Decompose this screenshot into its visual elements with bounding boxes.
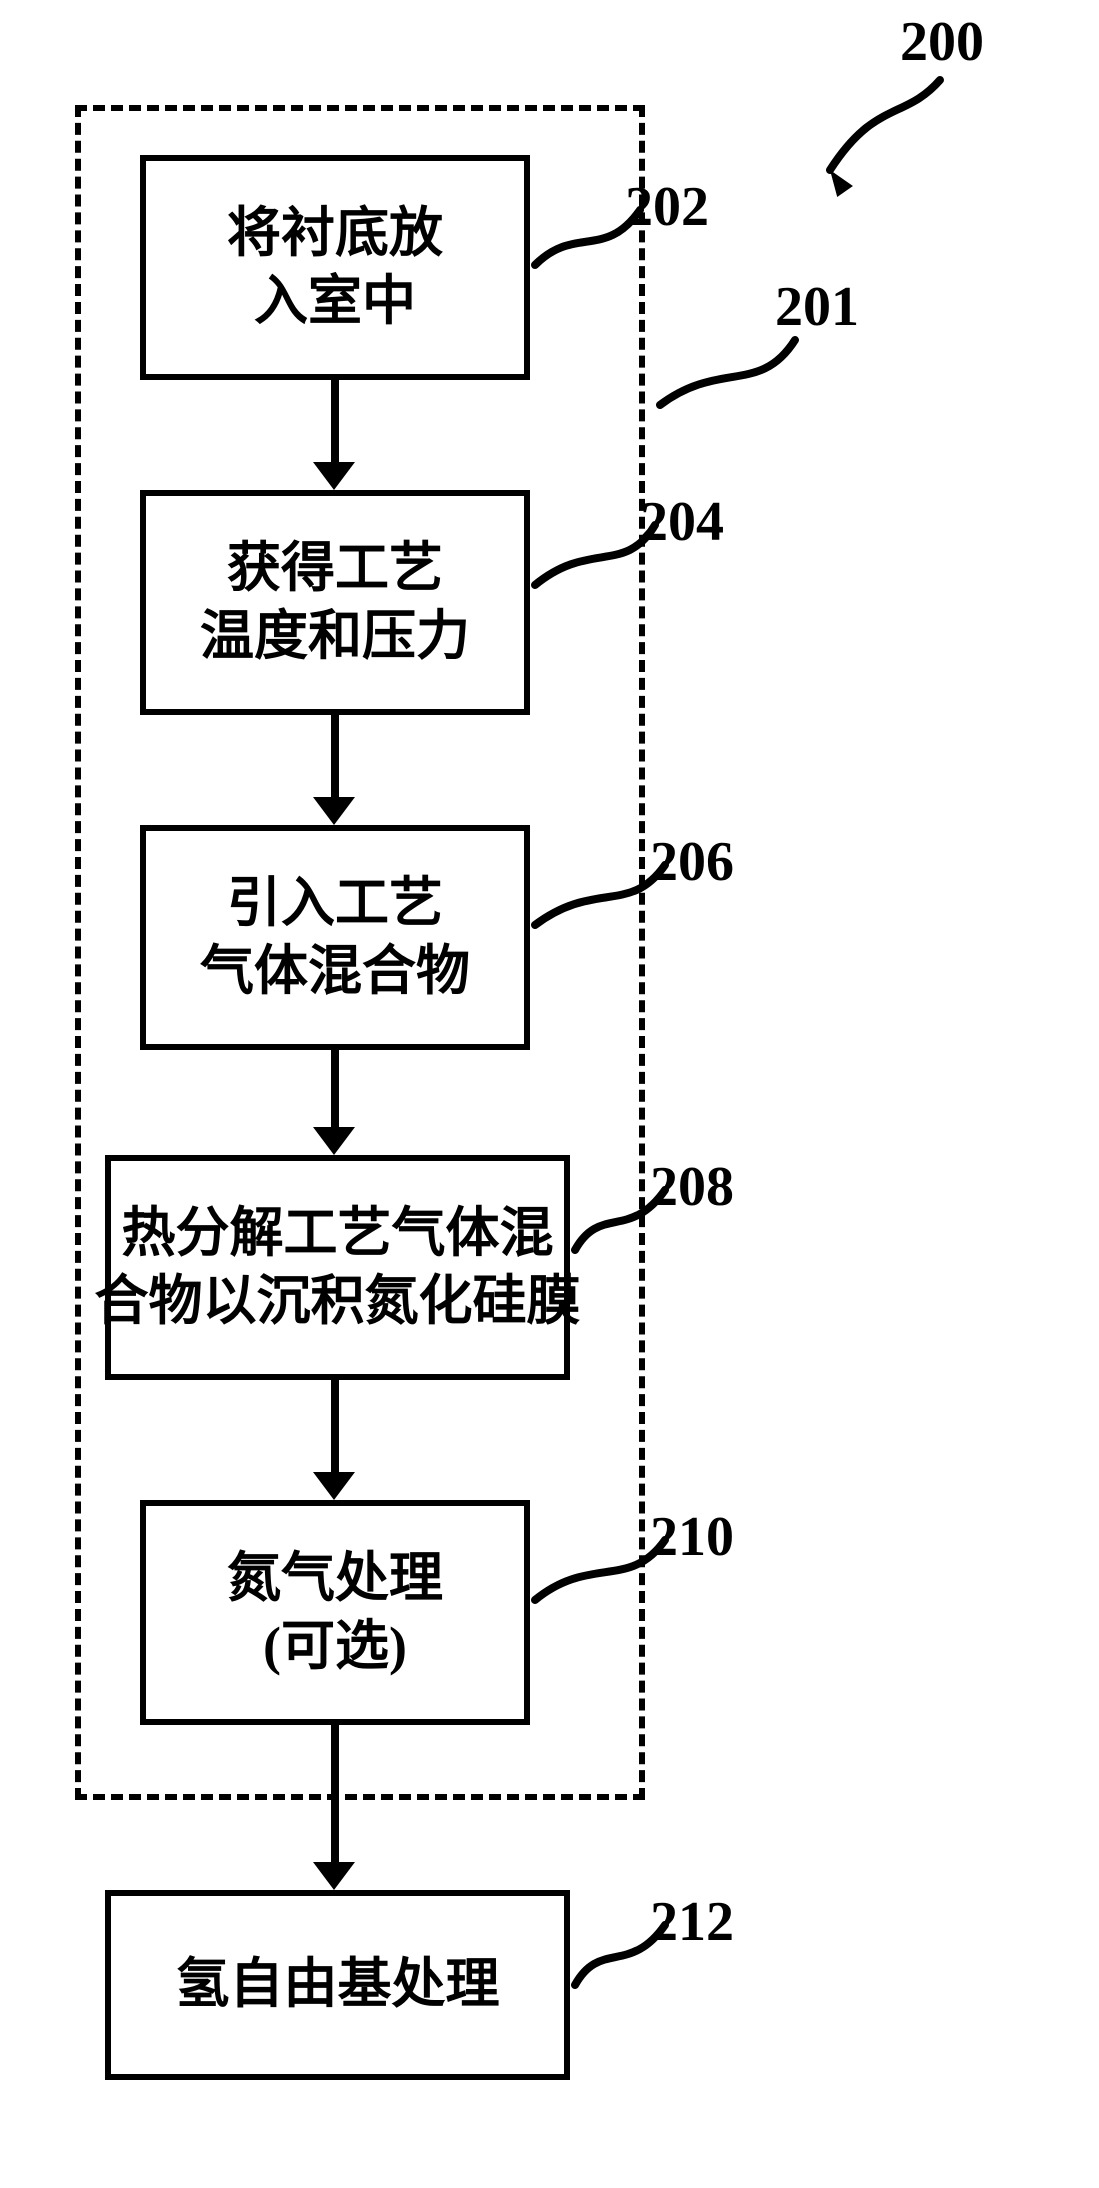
leader-layer bbox=[0, 0, 1099, 2188]
flowchart-canvas: 将衬底放 入室中 获得工艺 温度和压力 引入工艺 气体混合物 热分解工艺气体混 … bbox=[0, 0, 1099, 2188]
